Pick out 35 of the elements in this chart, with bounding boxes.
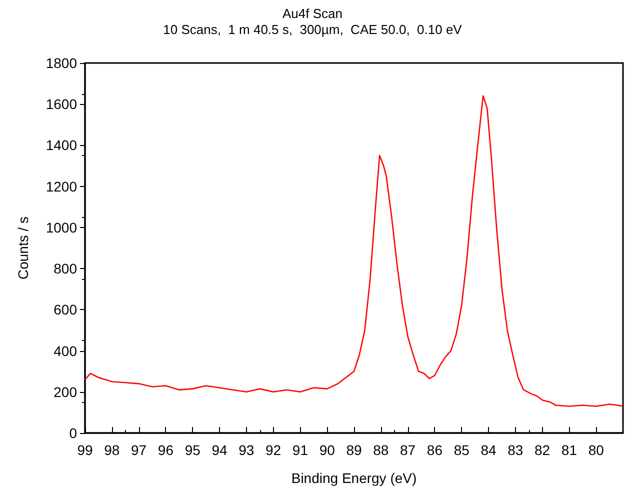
y-axis-title: Counts / s <box>15 216 31 280</box>
y-tick-label: 800 <box>54 260 78 277</box>
x-tick-label: 92 <box>266 442 282 458</box>
y-tick-label: 1400 <box>46 137 78 154</box>
y-tick-label: 1800 <box>46 55 78 71</box>
x-tick-label: 82 <box>534 442 550 458</box>
y-tick-label: 1600 <box>46 96 78 112</box>
y-tick-label: 200 <box>54 384 78 400</box>
x-tick-label: 86 <box>426 442 443 458</box>
x-tick-label: 81 <box>561 442 578 458</box>
x-tick-label: 83 <box>508 442 524 458</box>
chart-subtitle: 10 Scans, 1 m 40.5 s, 300µm, CAE 50.0, 0.10 eV <box>163 22 462 37</box>
y-tick-label: 0 <box>69 425 78 441</box>
line-series <box>84 95 624 407</box>
x-tick-label: 88 <box>373 442 389 458</box>
x-tick-label: 98 <box>104 442 120 458</box>
x-axis-title: Binding Energy (eV) <box>291 470 417 486</box>
x-tick-label: 84 <box>480 442 496 458</box>
y-tick-label: 1000 <box>46 219 78 236</box>
x-tick-label: 80 <box>588 442 604 458</box>
x-tick-label: 90 <box>319 442 336 458</box>
x-tick-label: 85 <box>454 442 470 458</box>
y-tick-label: 600 <box>54 302 78 318</box>
x-tick-label: 95 <box>184 442 201 458</box>
x-tick-label: 97 <box>131 442 147 458</box>
x-tick-label: 94 <box>212 442 228 458</box>
chart-title: Au4f Scan <box>282 6 342 21</box>
y-tick-label: 400 <box>54 342 78 359</box>
y-tick-label: 1200 <box>46 178 78 194</box>
x-tick-label: 99 <box>77 442 93 458</box>
x-tick-label: 93 <box>238 442 254 458</box>
x-tick-label: 96 <box>158 442 174 458</box>
x-tick-label: 89 <box>346 442 362 458</box>
x-tick-label: 87 <box>400 442 416 458</box>
x-tick-label: 91 <box>292 442 308 458</box>
